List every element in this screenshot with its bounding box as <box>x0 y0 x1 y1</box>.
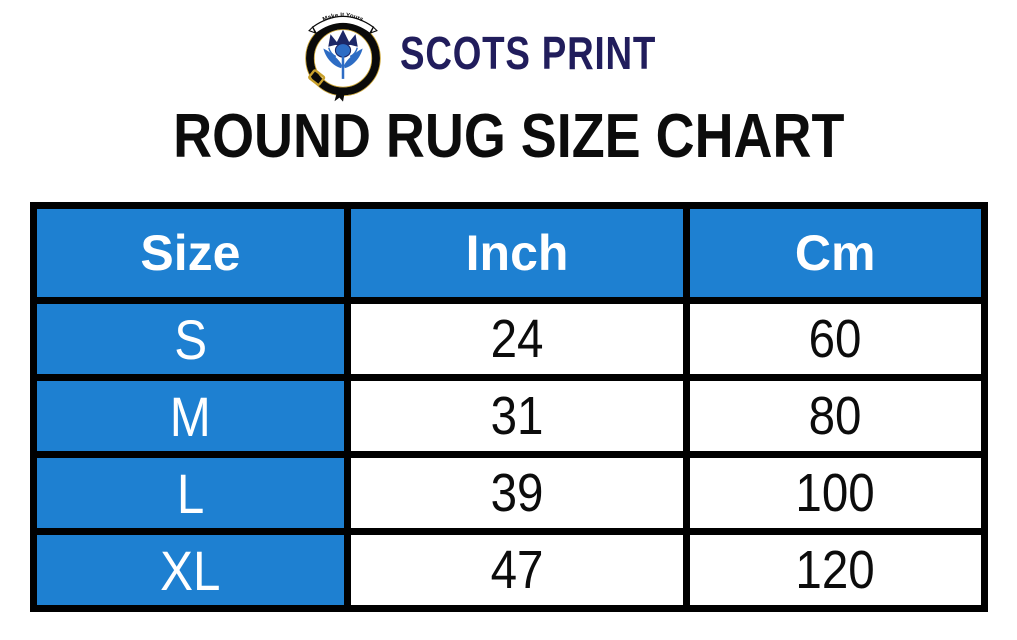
header-row: Size Inch Cm <box>29 202 988 304</box>
size-cell: XL <box>29 528 352 612</box>
brand-name: SCOTS PRINT <box>400 26 657 79</box>
table-row: XL 47 120 <box>29 528 988 612</box>
cm-cell: 80 <box>682 374 988 458</box>
column-header-size: Size <box>29 202 352 304</box>
svg-text:Make It Yours: Make It Yours <box>322 11 365 23</box>
inch-cell: 24 <box>344 297 690 381</box>
size-cell: M <box>29 374 352 458</box>
cm-cell: 120 <box>682 528 988 612</box>
belt-buckle <box>308 68 346 102</box>
inch-cell: 39 <box>344 451 690 535</box>
column-header-inch: Inch <box>344 202 690 304</box>
page-title-text: ROUND RUG SIZE CHART <box>172 102 845 171</box>
thistle-icon <box>323 29 364 79</box>
table-row: M 31 80 <box>29 374 988 458</box>
size-cell: S <box>29 297 352 381</box>
inch-cell: 31 <box>344 374 690 458</box>
banner-text: Make It Yours <box>322 11 365 23</box>
size-chart-page: Make It Yours SCOTS PRINT ROUND RUG SIZE… <box>0 0 1017 612</box>
size-cell: L <box>29 451 352 535</box>
brand-header: Make It Yours SCOTS PRINT <box>0 0 1017 102</box>
column-header-cm: Cm <box>682 202 988 304</box>
clan-crest-logo-icon: Make It Yours <box>305 11 382 102</box>
table-row: L 39 100 <box>29 451 988 535</box>
inch-cell: 47 <box>344 528 690 612</box>
cm-cell: 60 <box>682 297 988 381</box>
size-chart-table: Size Inch Cm S 24 60 M 31 80 L 39 100 <box>29 202 988 612</box>
banner-scroll: Make It Yours <box>308 11 379 34</box>
cm-cell: 100 <box>682 451 988 535</box>
page-title: ROUND RUG SIZE CHART <box>0 104 1017 170</box>
table-row: S 24 60 <box>29 297 988 381</box>
